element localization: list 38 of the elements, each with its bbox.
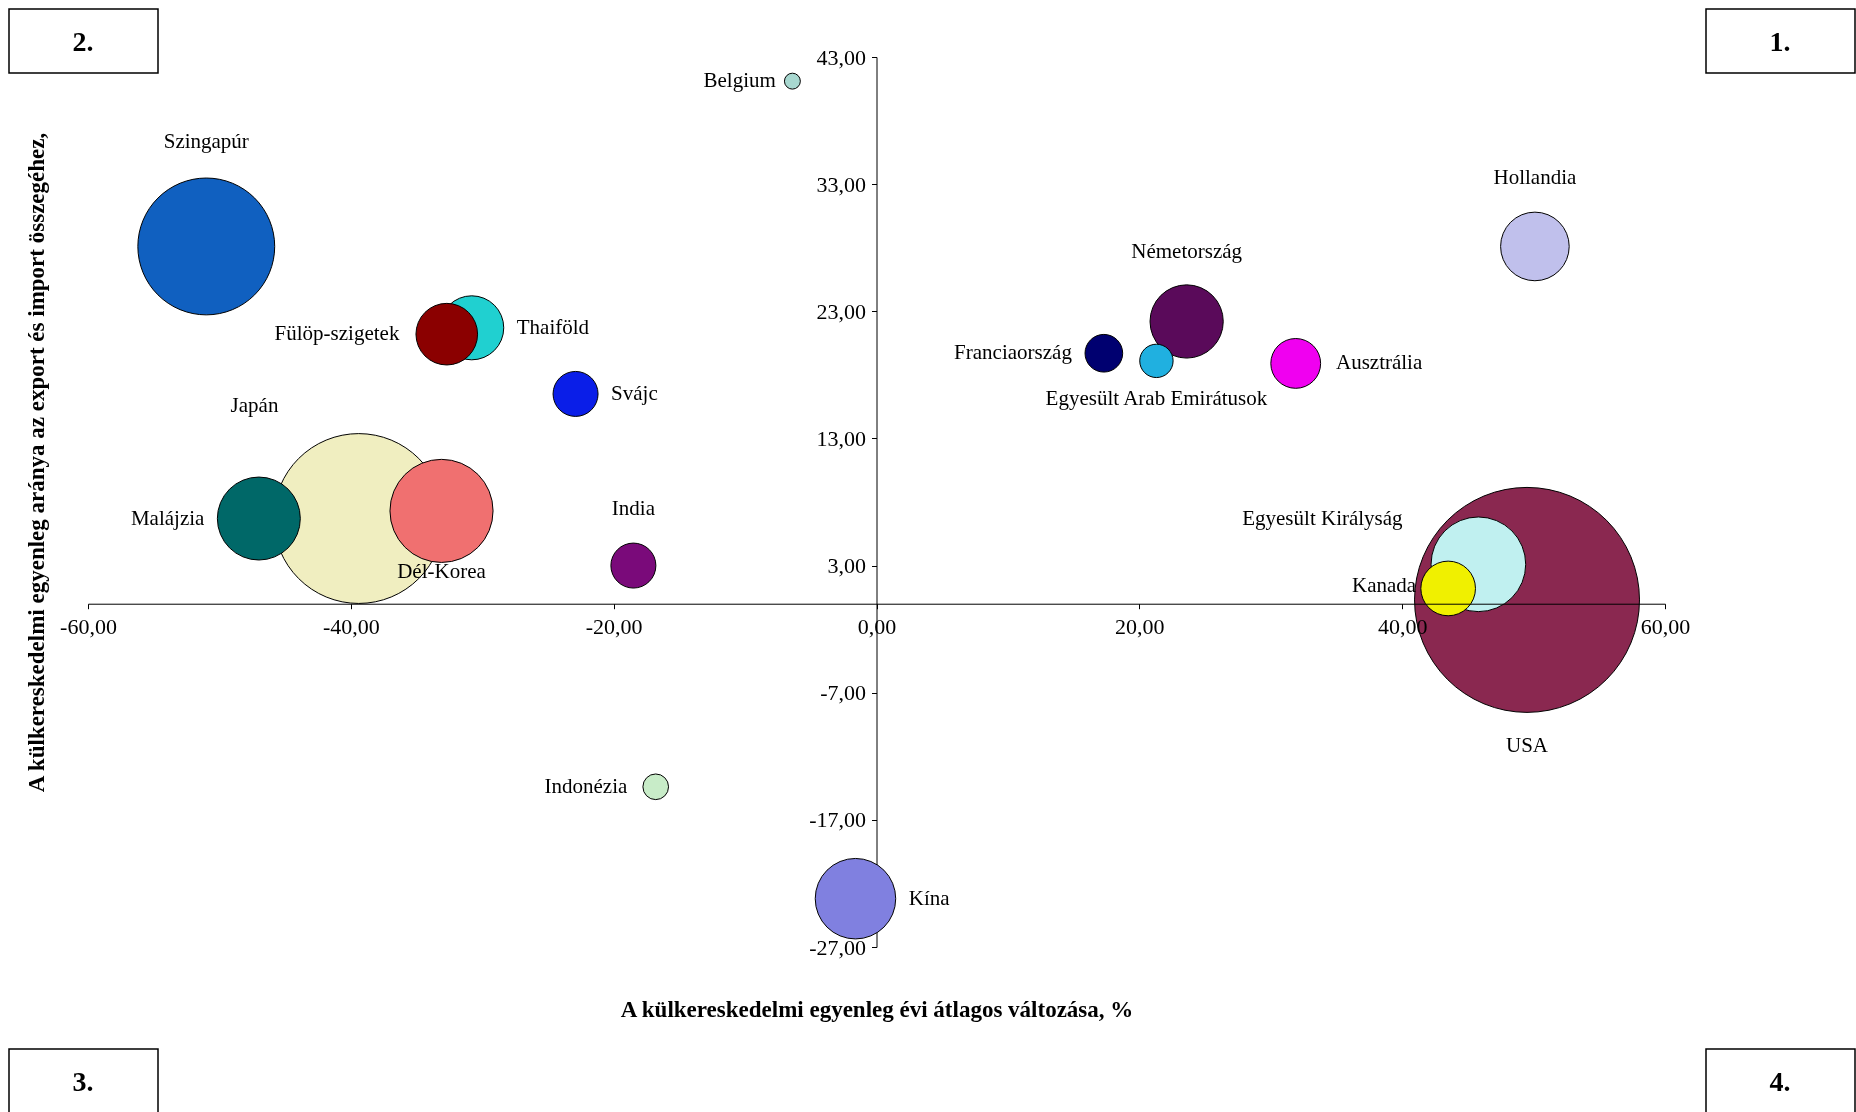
series-label: Hollandia xyxy=(1493,164,1577,189)
x-axis-title: A külkereskedelmi egyenleg évi átlagos változása, % xyxy=(620,996,1134,1022)
x-tick-label: 60,00 xyxy=(1640,614,1691,640)
y-axis-title: A külkereskedelmi egyenleg aránya az export és import összegéhez, xyxy=(23,132,49,793)
series-label: Egyesült Arab Emirátusok xyxy=(1045,385,1268,410)
y-tick-label: -7,00 xyxy=(820,680,866,706)
series-label: USA xyxy=(1506,732,1549,757)
y-tick-label: 3,00 xyxy=(827,553,866,579)
series-label: Kanada xyxy=(1352,573,1417,598)
series-label: Franciaország xyxy=(954,340,1073,365)
series-label: Belgium xyxy=(703,68,776,93)
series-label: Kína xyxy=(908,885,951,910)
x-tick-label: -20,00 xyxy=(585,614,643,640)
series-label: India xyxy=(611,495,656,520)
series-label: Ausztrália xyxy=(1335,350,1423,375)
text: 1. xyxy=(1769,26,1791,57)
text: Japán xyxy=(230,393,279,418)
y-tick-label: -27,00 xyxy=(809,934,866,960)
text: 3. xyxy=(72,1066,94,1097)
y-tick-label: 23,00 xyxy=(816,298,866,324)
series-label: Egyesült Királyság xyxy=(1242,506,1404,531)
series-label: Malájzia xyxy=(130,505,206,530)
series-label: Szingapúr xyxy=(163,129,249,154)
y-tick-label: 13,00 xyxy=(816,425,866,451)
y-tick-label: -17,00 xyxy=(809,807,866,833)
x-tick-label: -60,00 xyxy=(60,614,117,640)
text: 4. xyxy=(1769,1066,1791,1097)
x-tick-label: -40,00 xyxy=(322,614,380,640)
series-label: Thaiföld xyxy=(516,314,590,339)
series-label: Fülöp-szigetek xyxy=(274,321,400,346)
y-tick-label: 33,00 xyxy=(816,171,866,197)
series-label: Indonézia xyxy=(544,773,628,798)
text: 2. xyxy=(72,26,94,57)
x-tick-label: 0,00 xyxy=(857,614,897,640)
series-label: Németország xyxy=(1131,238,1243,263)
x-tick-label: 20,00 xyxy=(1115,614,1165,640)
y-tick-label: 43,00 xyxy=(816,44,866,70)
series-label: Svájc xyxy=(611,380,658,405)
